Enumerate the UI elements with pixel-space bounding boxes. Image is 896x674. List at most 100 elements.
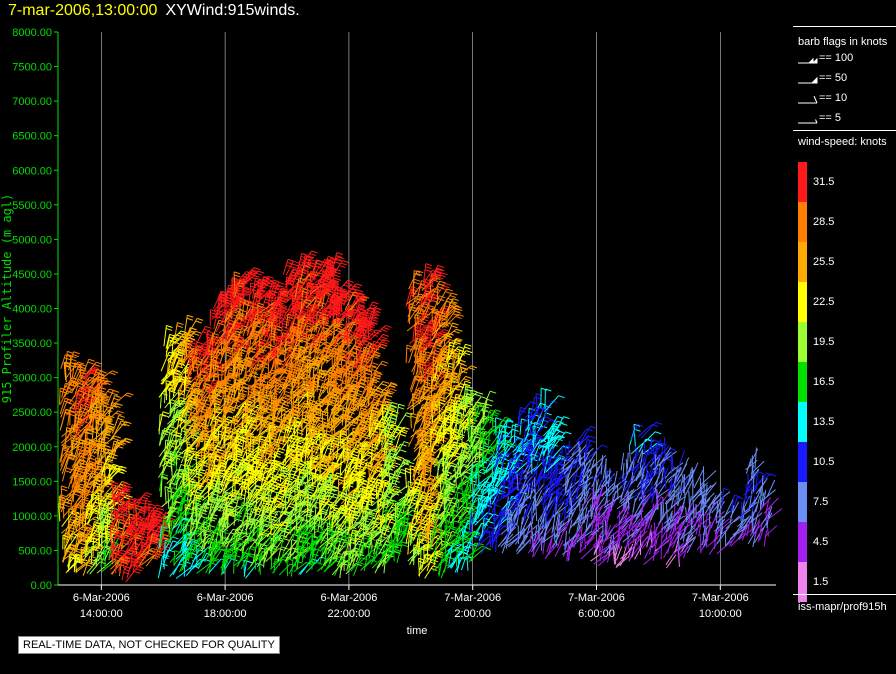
wind-barb [74, 472, 77, 489]
wind-barb-flag [161, 476, 169, 480]
wind-barb [178, 427, 183, 445]
wind-barb-flag [94, 545, 101, 549]
wind-barb-flag [172, 487, 179, 491]
wind-barb [165, 334, 171, 349]
wind-barb-flag [186, 343, 193, 347]
wind-barb [254, 554, 257, 570]
wind-barb [86, 507, 96, 525]
wind-barb [185, 558, 201, 576]
wind-barb-flag [189, 480, 196, 484]
wind-barb-flag [114, 435, 121, 439]
wind-barb-flag [104, 518, 112, 522]
wind-barb-flag [180, 330, 188, 334]
wind-barb [59, 398, 66, 415]
wind-barb-flag [126, 438, 133, 442]
wind-barb [64, 516, 72, 536]
wind-barb-flag [94, 364, 101, 367]
wind-barb-flag [264, 301, 271, 305]
wind-barb-flag [145, 499, 152, 503]
wind-barb [160, 529, 163, 546]
wind-barb [70, 366, 79, 386]
wind-barb-flag [152, 511, 160, 515]
wind-barb-flag [162, 414, 169, 418]
wind-barb-flag [84, 526, 91, 529]
wind-barb-flag [118, 471, 125, 474]
wind-barb [75, 415, 86, 436]
wind-barb-flag [164, 486, 172, 490]
wind-barb [83, 473, 92, 493]
wind-barb-flag [207, 330, 214, 334]
wind-barb-flag [188, 468, 195, 472]
wind-barb [78, 545, 86, 560]
wind-barb [173, 551, 185, 566]
wind-barb-flag [168, 336, 176, 340]
wind-barb-flag [104, 466, 111, 470]
wind-barb-flag [87, 504, 94, 508]
wind-barb-flag [162, 529, 169, 532]
wind-barb [101, 525, 104, 547]
wind-barb-flag [140, 508, 147, 512]
wind-barb [181, 532, 188, 553]
wind-barb [70, 526, 83, 536]
wind-barb-flag [140, 521, 147, 525]
wind-barb [184, 342, 187, 359]
wind-barb [86, 558, 100, 574]
wind-barb-flag [257, 302, 265, 306]
wind-barb [208, 445, 210, 463]
wind-barb-flag [199, 403, 206, 407]
wind-barb [84, 428, 87, 445]
wind-barb [166, 501, 177, 515]
wind-barb [82, 367, 94, 379]
wind-barb-flag [126, 494, 133, 498]
wind-barb-flag [110, 525, 117, 529]
wind-barb-flag [82, 420, 89, 424]
wind-barb-flag [194, 330, 202, 334]
wind-barb-flag [107, 425, 114, 429]
wind-barb-flag [97, 494, 105, 498]
wind-barb [60, 399, 69, 418]
wind-barb [197, 553, 208, 570]
wind-barb-flag [192, 332, 200, 336]
wind-barb-flag [233, 271, 241, 275]
wind-barb-flag [187, 555, 194, 559]
wind-barb-flag [139, 516, 146, 520]
wind-barb-flag [137, 566, 144, 569]
wind-barb [68, 482, 76, 497]
wind-barb-flag [156, 518, 163, 522]
wind-barb [91, 369, 98, 384]
wind-barb-flag [189, 552, 197, 556]
wind-barb [257, 280, 259, 296]
wind-barb [59, 453, 68, 471]
wind-barb [177, 517, 188, 534]
wind-barb-flag [124, 487, 131, 491]
wind-barb-flag [117, 417, 124, 421]
wind-barb [73, 450, 86, 468]
wind-barb-flag [73, 520, 81, 524]
wind-barb-flag [248, 398, 255, 402]
wind-barb-flag [76, 512, 83, 516]
wind-barb [162, 516, 165, 534]
wind-barb-flag [68, 529, 76, 533]
wind-barb [186, 447, 204, 462]
wind-barb [143, 500, 147, 517]
wind-barb-flag [148, 503, 155, 507]
chart-title-bar: 7-mar-2006,13:00:00 XYWind:915winds. [8, 2, 300, 20]
wind-barb-flag [154, 538, 161, 542]
wind-barb-flag [114, 537, 121, 541]
wind-barb [160, 351, 170, 372]
wind-barb [170, 438, 179, 460]
wind-barb-flag [129, 498, 137, 502]
wind-barb-flag [65, 467, 73, 471]
wind-barb [103, 469, 121, 484]
wind-barb [63, 362, 67, 381]
wind-barb [169, 482, 172, 498]
wind-barb-flag [75, 363, 83, 367]
wind-barb [184, 473, 198, 489]
wind-barb-flag [177, 322, 184, 326]
wind-barb [67, 553, 71, 569]
wind-barb [65, 483, 81, 498]
wind-barb-flag [98, 477, 105, 481]
wind-barb-flag [82, 515, 89, 519]
wind-barb-flag [153, 517, 160, 521]
wind-barb-flag [145, 492, 153, 496]
